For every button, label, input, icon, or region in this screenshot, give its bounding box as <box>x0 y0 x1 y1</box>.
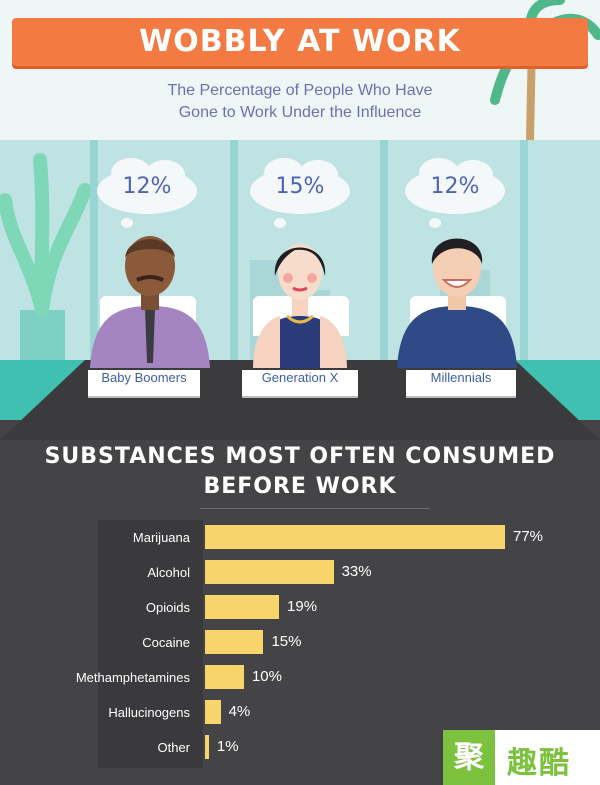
percent-genx: 15% <box>275 174 325 199</box>
bar-label: Methamphetamines <box>75 670 190 685</box>
title-banner: WOBBLY AT WORK <box>12 18 588 66</box>
thought-bubble-genx: 15% <box>250 158 350 228</box>
genx-figure-icon <box>253 244 347 368</box>
subtitle-line-2: Gone to Work Under the Influence <box>178 104 422 121</box>
window-frame <box>230 140 238 360</box>
bar-value-label: 19% <box>287 598 318 615</box>
plant-icon <box>0 153 90 360</box>
label-genx: Generation X <box>261 370 339 385</box>
millennial-figure-icon <box>397 238 517 368</box>
percent-boomers: 12% <box>122 174 172 199</box>
subtitle-line-1: The Percentage of People Who Have <box>167 82 433 99</box>
thought-bubble-millennials: 12% <box>405 158 505 228</box>
bar-value-label: 15% <box>271 633 302 650</box>
bar-label: Hallucinogens <box>108 705 190 720</box>
window-frame <box>90 140 98 360</box>
bar-value-label: 77% <box>513 528 544 545</box>
bar <box>205 595 280 619</box>
thought-bubble-boomers: 12% <box>97 158 197 228</box>
bar-label: Cocaine <box>142 635 190 650</box>
chart-title-line-1: SUBSTANCES MOST OFTEN CONSUMED <box>44 444 556 469</box>
placard-genx: Generation X <box>242 370 358 396</box>
bar-value-label: 33% <box>341 563 372 580</box>
bar <box>205 525 505 549</box>
bar-label: Other <box>157 740 190 755</box>
watermark-logo: 聚 趣酷 <box>443 730 600 785</box>
title-divider <box>200 508 430 509</box>
bar-label: Marijuana <box>132 530 190 545</box>
chart-title: SUBSTANCES MOST OFTEN CONSUMED BEFORE WO… <box>0 442 600 502</box>
placard-millennials: Millennials <box>406 370 516 396</box>
bar <box>205 560 334 584</box>
boomer-figure-icon <box>90 236 210 368</box>
window-frame <box>520 140 528 360</box>
bar <box>205 665 244 689</box>
percent-millennials: 12% <box>430 174 480 199</box>
logo-text: 趣酷 <box>507 746 571 781</box>
logo-mark: 聚 <box>443 730 495 785</box>
label-boomers: Baby Boomers <box>101 370 187 385</box>
bar-label: Alcohol <box>147 565 190 580</box>
label-millennials: Millennials <box>430 370 492 385</box>
placard-boomers: Baby Boomers <box>88 370 200 396</box>
bar-value-label: 10% <box>251 668 282 685</box>
bar-value-label: 1% <box>216 738 239 755</box>
bar-label: Opioids <box>145 600 190 615</box>
bar <box>205 735 209 759</box>
chart-title-line-2: BEFORE WORK <box>203 474 397 499</box>
label-column <box>98 520 203 768</box>
page-title: WOBBLY AT WORK <box>139 24 461 59</box>
subtitle: The Percentage of People Who Have Gone t… <box>90 80 510 124</box>
bar <box>205 630 264 654</box>
bar-value-label: 4% <box>228 703 251 720</box>
window-frame <box>380 140 388 360</box>
bar <box>205 700 221 724</box>
